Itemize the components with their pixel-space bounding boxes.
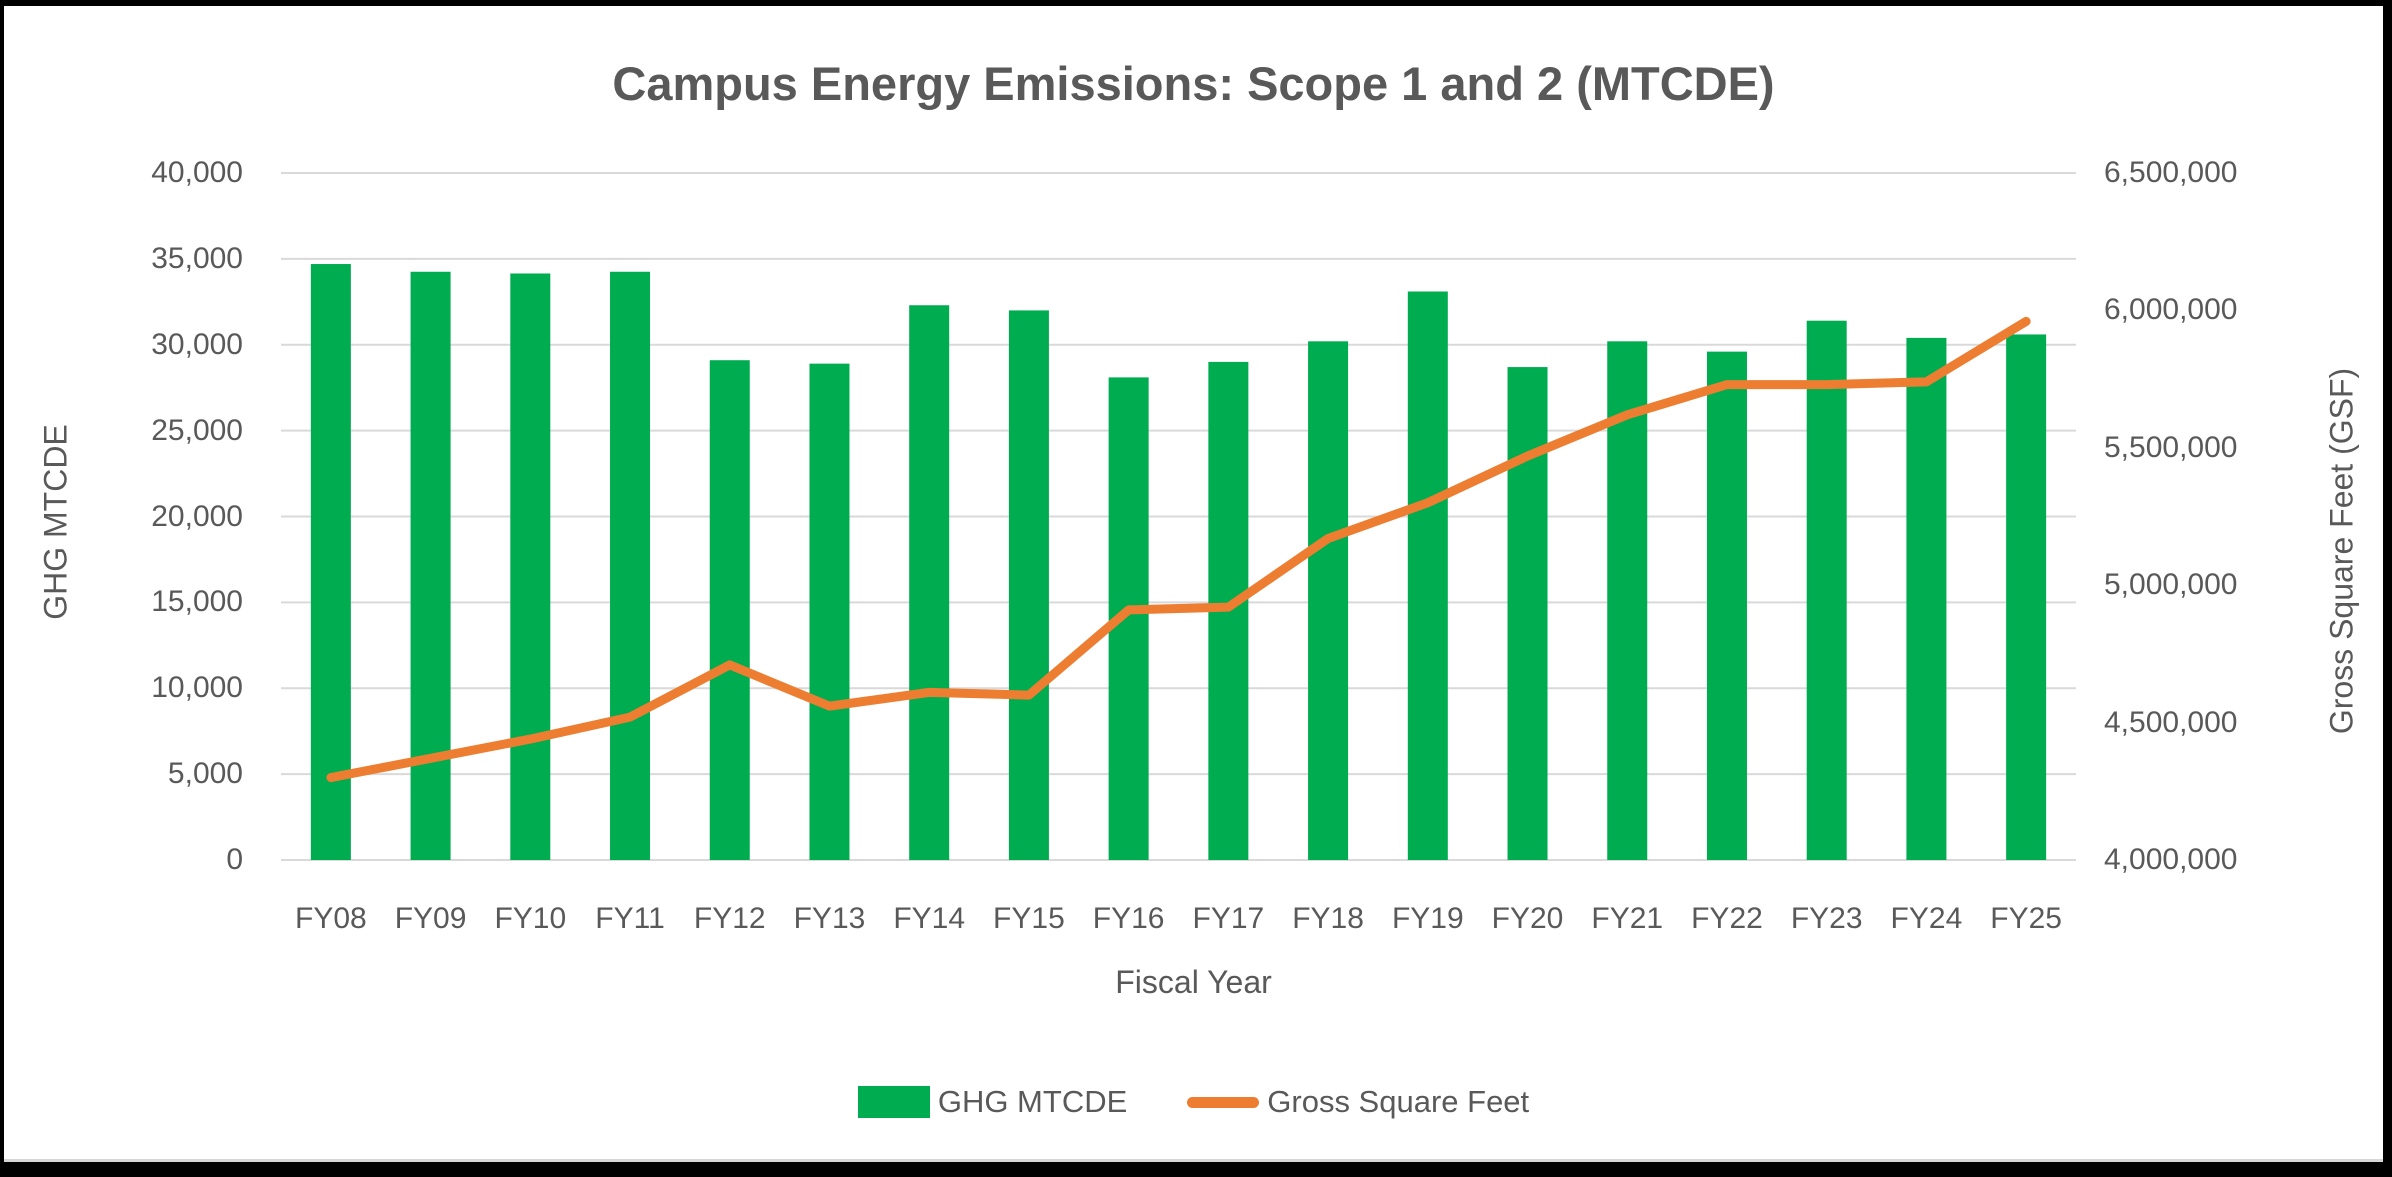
x-axis-tick-FY14: FY14 [893,902,966,935]
bar-FY10 [510,273,551,860]
x-axis-tick-FY15: FY15 [993,902,1065,935]
bar-series-swatch-icon [857,1086,930,1118]
x-axis-tick-FY23: FY23 [1790,902,1863,935]
legend-item-ghg: GHG MTCDE [857,1084,1128,1120]
bar-FY19 [1407,291,1448,860]
right-axis-tick: 5,000,000 [2104,568,2238,602]
left-axis-tick: 10,000 [151,671,243,705]
bar-FY20 [1507,367,1548,860]
bar-FY14 [909,305,950,860]
right-axis-tick: 6,000,000 [2104,293,2238,327]
x-axis-tick-FY10: FY10 [494,902,567,935]
left-axis-tick: 0 [226,843,243,876]
chart-canvas: Campus Energy Emissions: Scope 1 and 2 (… [4,6,2383,1162]
right-axis-tick: 4,500,000 [2104,705,2238,739]
bar-FY18 [1308,341,1349,860]
chart-legend: GHG MTCDE Gross Square Feet [4,1084,2383,1120]
right-axis-tick: 5,500,000 [2104,430,2238,464]
x-axis-tick-FY08: FY08 [295,902,367,935]
bar-FY12 [709,360,750,860]
left-axis-tick: 5,000 [167,757,243,791]
x-axis-tick-FY11: FY11 [595,902,665,935]
bar-FY11 [610,271,651,861]
right-axis-tick: 6,500,000 [2104,156,2238,189]
x-axis-tick-FY18: FY18 [1292,902,1364,935]
legend-item-gsf: Gross Square Feet [1187,1084,1529,1120]
x-axis-tick-FY21: FY21 [1591,902,1664,935]
gross-square-feet-line [326,316,2031,783]
left-axis-tick: 40,000 [151,156,243,189]
line-series-swatch-icon [1187,1096,1260,1108]
x-axis-tick-FY13: FY13 [793,902,866,935]
x-axis-tick-FY25: FY25 [1990,902,2062,935]
x-axis-tick-FY17: FY17 [1192,902,1265,935]
bar-FY09 [410,271,451,861]
bar-FY23 [1806,320,1847,861]
bar-FY21 [1607,341,1648,860]
chart-title: Campus Energy Emissions: Scope 1 and 2 (… [612,57,1775,110]
left-axis-title: GHG MTCDE [37,424,74,620]
bar-FY24 [1906,337,1947,860]
x-axis-tick-FY24: FY24 [1890,902,1963,935]
legend-label-ghg: GHG MTCDE [937,1084,1128,1119]
x-axis-tick-FY20: FY20 [1491,902,1564,935]
bar-FY13 [809,363,850,860]
right-axis-tick: 4,000,000 [2104,843,2238,876]
x-axis-title: Fiscal Year [1115,964,1272,1000]
left-axis-tick: 25,000 [151,413,243,447]
left-axis-tick: 30,000 [151,327,243,361]
x-axis-tick-FY16: FY16 [1092,902,1165,935]
right-axis-title: Gross Square Feet (GSF) [2323,367,2360,735]
bar-FY08 [310,264,351,861]
bar-FY15 [1008,310,1049,860]
x-axis-tick-FY22: FY22 [1691,902,1763,935]
left-axis-tick: 15,000 [151,585,243,619]
x-axis-tick-FY09: FY09 [394,902,467,935]
bar-FY25 [2006,334,2047,860]
bar-FY22 [1706,351,1747,860]
left-axis-tick: 35,000 [151,241,243,275]
legend-label-gsf: Gross Square Feet [1267,1084,1530,1119]
x-axis-tick-FY12: FY12 [693,902,766,935]
plot-area [281,172,2076,861]
left-axis-tick: 20,000 [151,499,243,533]
x-axis-tick-FY19: FY19 [1391,902,1464,935]
